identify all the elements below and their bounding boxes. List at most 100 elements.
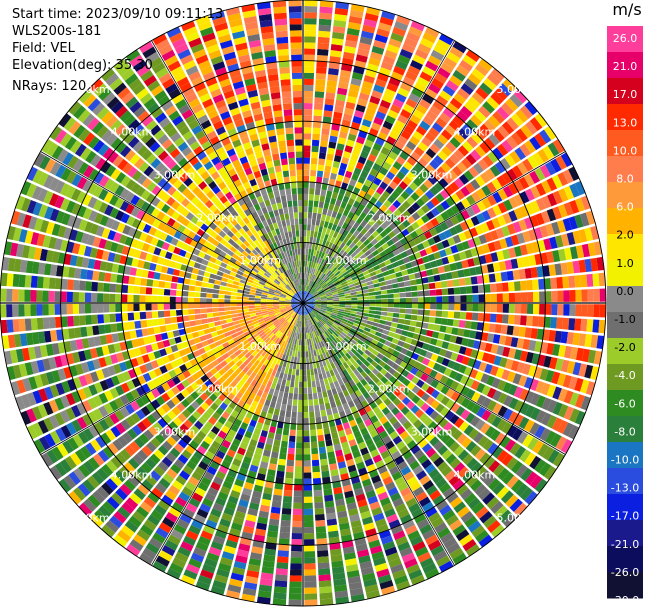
velocity-gate [596, 256, 605, 271]
velocity-gate [292, 514, 303, 522]
velocity-gate [351, 275, 359, 281]
velocity-gate [333, 260, 340, 267]
velocity-gate [560, 331, 569, 344]
velocity-gate [490, 303, 497, 313]
velocity-gate [404, 314, 412, 320]
velocity-gate [399, 335, 407, 342]
velocity-gate [501, 171, 513, 184]
velocity-gate [104, 324, 112, 334]
velocity-gate [429, 105, 442, 117]
velocity-gate [315, 380, 321, 387]
velocity-gate [336, 285, 343, 290]
velocity-gate [324, 268, 330, 275]
velocity-gate [273, 389, 280, 397]
velocity-gate [412, 109, 425, 120]
velocity-gate [330, 243, 337, 251]
velocity-gate [312, 127, 321, 135]
velocity-gate [479, 141, 491, 154]
velocity-gate [456, 242, 465, 252]
velocity-gate [411, 211, 421, 221]
velocity-gate [386, 135, 397, 146]
velocity-gate [514, 400, 525, 413]
velocity-gate [502, 185, 514, 198]
velocity-gate [157, 296, 164, 303]
velocity-gate [437, 67, 451, 79]
velocity-gate [268, 518, 280, 526]
velocity-gate [303, 157, 310, 164]
velocity-gate [333, 331, 339, 338]
velocity-gate [200, 308, 207, 314]
velocity-gate [315, 182, 322, 190]
velocity-gate [307, 307, 312, 312]
velocity-gate [303, 375, 307, 382]
velocity-gate [378, 337, 386, 344]
velocity-gate [425, 447, 437, 458]
velocity-gate [402, 210, 411, 219]
velocity-gate [6, 288, 13, 302]
velocity-gate [314, 304, 322, 306]
velocity-gate [306, 369, 311, 376]
velocity-gate [355, 287, 363, 292]
velocity-gate [366, 320, 374, 326]
velocity-gate [323, 324, 329, 330]
velocity-gate [552, 343, 561, 357]
velocity-gate [326, 306, 333, 310]
velocity-gate [42, 317, 50, 330]
velocity-gate [518, 326, 526, 338]
velocity-gate [551, 221, 561, 235]
velocity-gate [134, 320, 142, 329]
velocity-gate [275, 574, 288, 582]
velocity-gate [545, 223, 555, 237]
velocity-gate [556, 317, 564, 330]
velocity-gate [48, 304, 55, 316]
velocity-gate [330, 197, 337, 205]
velocity-gate [270, 451, 279, 459]
velocity-gate [384, 351, 392, 359]
velocity-gate [569, 304, 576, 317]
velocity-gate [392, 248, 400, 256]
velocity-gate [311, 289, 316, 295]
velocity-gate [218, 303, 225, 308]
velocity-gate [599, 304, 606, 318]
velocity-gate [477, 312, 485, 322]
velocity-gate [476, 406, 487, 418]
velocity-gate [305, 339, 308, 346]
velocity-gate [218, 290, 226, 295]
velocity-gate [449, 496, 463, 509]
velocity-gate [439, 90, 452, 102]
velocity-gate [402, 76, 415, 87]
velocity-gate [441, 239, 450, 249]
velocity-gate [371, 368, 380, 376]
velocity-gate [309, 312, 314, 319]
velocity-gate [323, 233, 329, 241]
velocity-gate [343, 288, 350, 292]
velocity-gate [351, 297, 358, 301]
velocity-gate [309, 280, 313, 287]
velocity-gate [481, 243, 491, 254]
velocity-gate [248, 294, 256, 298]
velocity-gate [372, 376, 380, 384]
velocity-gate [307, 218, 312, 225]
velocity-gate [306, 363, 310, 370]
velocity-gate [478, 488, 491, 501]
velocity-gate [369, 51, 383, 61]
velocity-gate [495, 367, 505, 379]
velocity-gate [133, 294, 140, 303]
velocity-gate [196, 275, 204, 282]
velocity-gate [338, 308, 345, 312]
velocity-gate [310, 288, 315, 294]
velocity-gate [524, 202, 535, 216]
velocity-gate [470, 179, 481, 191]
velocity-gate [351, 173, 360, 181]
velocity-gate [224, 310, 232, 315]
velocity-gate [295, 369, 300, 376]
velocity-gate [592, 273, 600, 287]
velocity-gate [464, 492, 477, 505]
velocity-gate [587, 349, 597, 364]
velocity-gate [522, 434, 534, 448]
velocity-gate [346, 95, 357, 104]
velocity-gate [563, 390, 574, 404]
velocity-gate [419, 98, 431, 110]
velocity-gate [303, 121, 312, 128]
velocity-gate [331, 223, 338, 231]
